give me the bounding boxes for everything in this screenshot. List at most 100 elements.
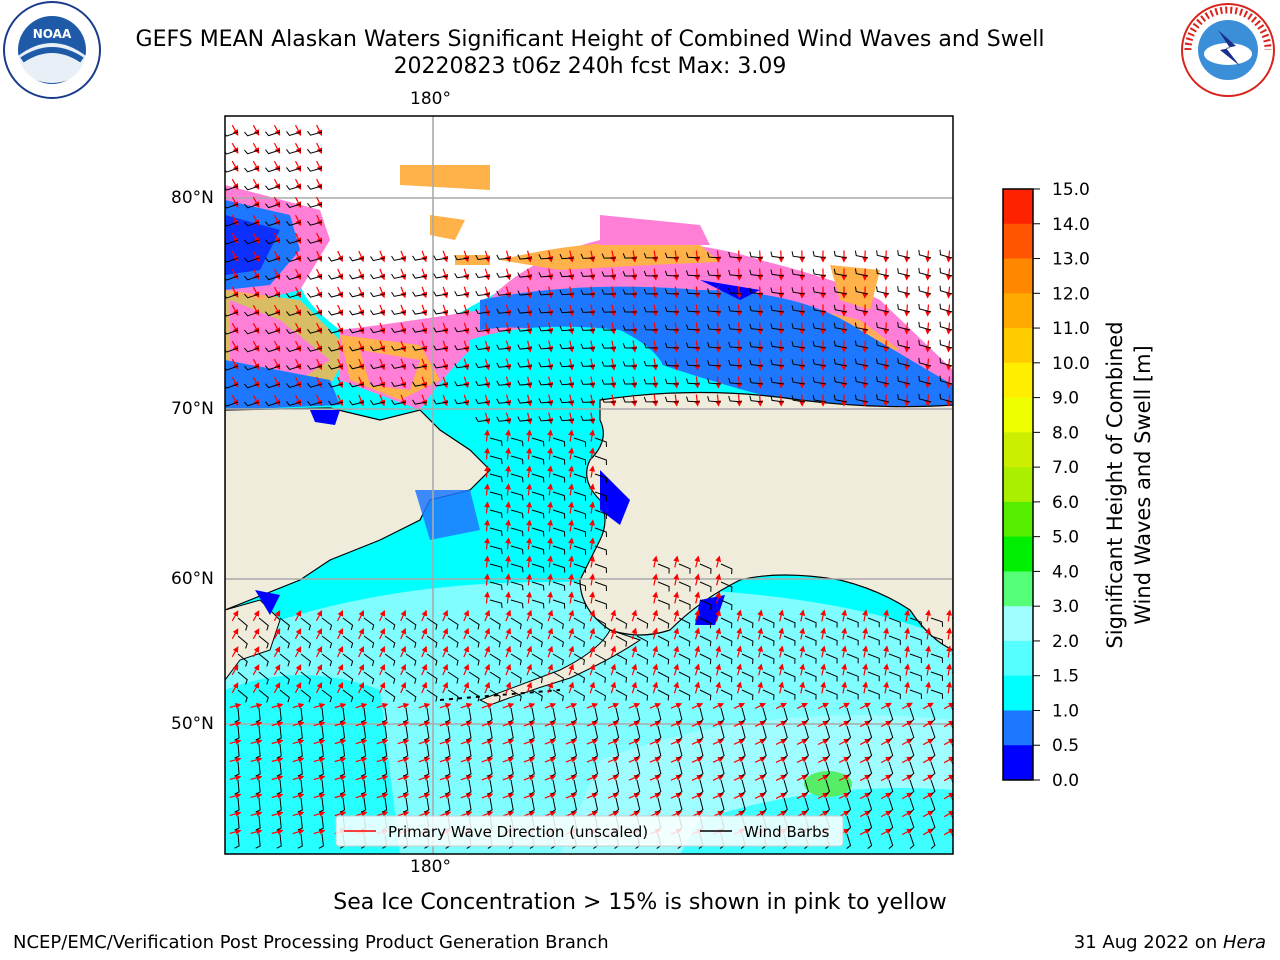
wave-arrow	[673, 394, 680, 407]
wind-barb	[571, 743, 578, 759]
wave-arrow	[505, 663, 512, 676]
wave-arrow	[273, 322, 281, 334]
wave-arrow	[295, 268, 301, 280]
wave-arrow	[252, 232, 260, 244]
wind-barb	[487, 743, 493, 759]
wave-arrow	[295, 376, 301, 388]
wind-barb	[234, 761, 240, 777]
colorbar-segment	[1003, 328, 1033, 364]
wave-arrow	[229, 792, 242, 799]
wave-arrow	[736, 286, 743, 299]
wind-barb	[939, 357, 953, 367]
wave-arrow	[547, 394, 554, 407]
wave-arrow	[715, 681, 722, 694]
wind-barb	[496, 344, 512, 350]
wave-arrow	[463, 322, 470, 335]
wind-barb	[854, 340, 869, 349]
wind-barb	[403, 725, 409, 741]
wave-arrow	[442, 627, 449, 640]
wave-arrow	[547, 286, 554, 299]
wave-arrow	[589, 340, 596, 353]
wave-arrow	[904, 627, 911, 640]
wave-arrow	[589, 483, 596, 496]
wave-arrow	[313, 738, 326, 745]
wave-arrow	[484, 250, 491, 263]
wind-barb	[699, 581, 712, 592]
wind-barb	[531, 437, 545, 447]
wind-barb	[538, 254, 554, 260]
wave-arrow	[400, 268, 407, 281]
wave-arrow	[376, 792, 389, 799]
wave-arrow	[295, 196, 301, 208]
wave-arrow	[568, 340, 575, 353]
wind-barb	[433, 327, 449, 333]
wave-arrow	[715, 555, 722, 568]
wave-arrow	[526, 322, 533, 335]
wind-barb	[939, 267, 953, 277]
wave-arrow	[334, 702, 347, 709]
wind-barb	[643, 360, 659, 367]
wind-barb	[307, 382, 323, 388]
wave-arrow	[481, 720, 494, 727]
wave-arrow	[631, 394, 638, 407]
wind-barb	[594, 689, 607, 701]
wave-arrow	[547, 250, 554, 263]
wave-arrow	[589, 322, 596, 335]
wave-arrow	[421, 663, 428, 676]
wind-barb	[761, 707, 767, 723]
wind-barb	[791, 269, 806, 277]
wave-arrow	[589, 412, 596, 425]
wave-arrow	[379, 376, 386, 389]
wind-barb	[496, 380, 512, 386]
wind-barb	[508, 743, 514, 759]
wave-arrow	[439, 792, 452, 799]
wind-barb	[833, 322, 848, 331]
wave-arrow	[484, 555, 491, 568]
wind-barb	[833, 304, 848, 313]
wind-barb	[552, 617, 564, 630]
wave-arrow	[568, 555, 575, 568]
wave-arrow	[460, 756, 473, 763]
wave-arrow	[358, 250, 365, 263]
wind-barb	[426, 689, 438, 702]
wave-arrow	[271, 756, 284, 763]
wave-arrow	[505, 268, 512, 281]
wind-barb	[454, 345, 470, 351]
wind-barb	[657, 599, 670, 610]
wave-arrow	[754, 738, 767, 745]
wave-arrow	[337, 268, 344, 281]
wave-arrow	[442, 250, 449, 263]
wave-arrow	[903, 394, 910, 407]
wind-barb	[382, 761, 388, 777]
wind-barb	[635, 725, 641, 741]
wind-barb	[601, 271, 617, 277]
wind-barb	[300, 635, 312, 649]
wave-arrow	[502, 774, 515, 781]
wave-arrow	[547, 429, 554, 442]
wind-barb	[552, 437, 566, 447]
wind-barb	[615, 617, 628, 629]
wind-barb	[363, 653, 375, 667]
wind-barb	[265, 203, 281, 209]
wave-arrow	[316, 304, 323, 317]
wind-barb	[741, 671, 754, 683]
wind-barb	[678, 653, 691, 665]
wave-arrow	[484, 537, 491, 550]
wind-barb	[255, 725, 261, 741]
wave-arrow	[754, 792, 767, 799]
wave-arrow	[610, 358, 617, 371]
colorbar-tick-label: 3.0	[1052, 597, 1079, 617]
wind-barb	[349, 400, 365, 406]
wave-arrow	[484, 447, 491, 460]
wave-arrow	[295, 250, 301, 262]
wind-barb	[939, 393, 953, 403]
wind-barb	[707, 252, 722, 259]
wind-barb	[930, 617, 944, 627]
wind-barb	[279, 635, 290, 649]
wind-barb	[286, 365, 302, 371]
wind-barb	[552, 563, 566, 573]
wave-arrow	[379, 609, 386, 622]
wind-barb	[601, 253, 617, 259]
wind-barb	[643, 288, 659, 295]
wind-barb	[657, 581, 670, 592]
